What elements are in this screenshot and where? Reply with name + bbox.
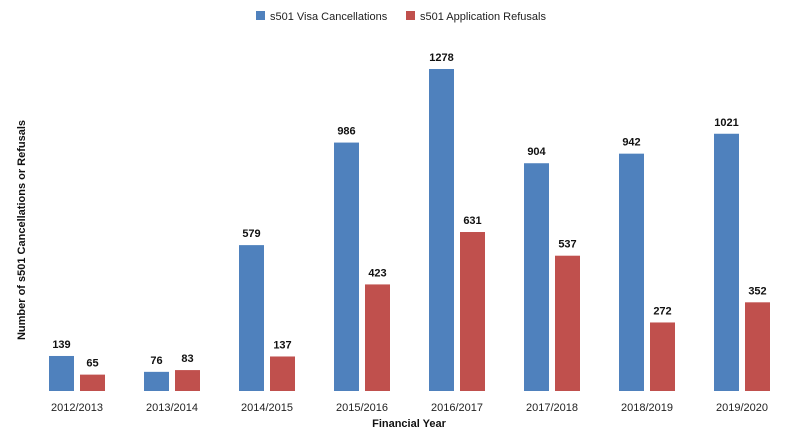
data-label: 579	[242, 228, 260, 240]
bars: 139 65 76 83 579 137 986 423 1278 631 904 537 942 272…	[49, 52, 770, 391]
data-label: 537	[558, 239, 576, 251]
x-tick-label: 2016/2017	[431, 402, 483, 414]
legend-swatch-refusals	[406, 11, 415, 20]
x-tick-label: 2018/2019	[621, 402, 673, 414]
bar-refusals-2015/2016	[365, 284, 390, 391]
x-tick-label: 2019/2020	[716, 402, 768, 414]
x-tick-label: 2017/2018	[526, 402, 578, 414]
data-label: 76	[150, 355, 162, 367]
bar-refusals-2014/2015	[270, 356, 295, 391]
bar-refusals-2013/2014	[175, 370, 200, 391]
data-label: 139	[52, 339, 70, 351]
legend: s501 Visa Cancellations s501 Application…	[256, 11, 546, 23]
data-label: 83	[181, 353, 193, 365]
bar-cancellations-2012/2013	[49, 355, 74, 391]
bar-cancellations-2013/2014	[144, 371, 169, 391]
data-label: 352	[748, 285, 766, 297]
bar-refusals-2012/2013	[80, 374, 105, 391]
legend-label-cancellations: s501 Visa Cancellations	[270, 11, 388, 23]
bar-cancellations-2016/2017	[429, 69, 454, 391]
data-label: 65	[86, 358, 98, 370]
bar-refusals-2016/2017	[460, 232, 485, 391]
x-tick-label: 2012/2013	[51, 402, 103, 414]
data-label: 904	[527, 146, 546, 158]
bar-cancellations-2019/2020	[714, 133, 739, 391]
data-label: 137	[273, 339, 291, 351]
legend-swatch-cancellations	[256, 11, 265, 20]
bar-refusals-2017/2018	[555, 255, 580, 391]
bar-cancellations-2014/2015	[239, 245, 264, 391]
legend-label-refusals: s501 Application Refusals	[420, 11, 546, 23]
bar-refusals-2019/2020	[745, 302, 770, 391]
data-label: 272	[653, 305, 671, 317]
y-axis-label: Number of s501 Cancellations or Refusals	[16, 120, 28, 340]
bar-refusals-2018/2019	[650, 322, 675, 391]
bar-cancellations-2015/2016	[334, 142, 359, 391]
x-tick-label: 2013/2014	[146, 402, 198, 414]
x-tick-labels: 2012/2013 2013/2014 2014/2015 2015/2016 2016…	[51, 402, 768, 414]
x-tick-label: 2015/2016	[336, 402, 388, 414]
data-label: 631	[463, 215, 481, 227]
data-label: 423	[368, 267, 386, 279]
bar-cancellations-2018/2019	[619, 153, 644, 391]
data-label: 942	[622, 137, 640, 149]
x-axis-label: Financial Year	[372, 418, 447, 430]
data-label: 1021	[714, 117, 738, 129]
data-label: 986	[337, 126, 355, 138]
data-label: 1278	[429, 52, 453, 64]
bar-cancellations-2017/2018	[524, 163, 549, 391]
x-tick-label: 2014/2015	[241, 402, 293, 414]
